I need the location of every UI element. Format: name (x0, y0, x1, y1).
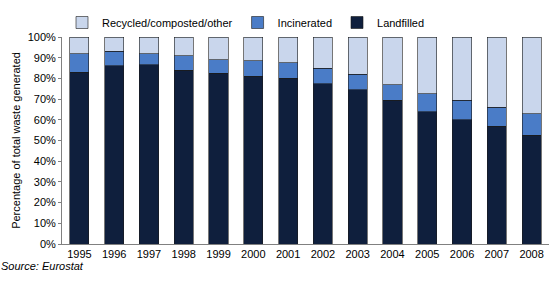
svg-text:2001: 2001 (276, 248, 300, 260)
svg-text:2007: 2007 (485, 248, 509, 260)
svg-text:2004: 2004 (380, 248, 404, 260)
svg-text:2006: 2006 (450, 248, 474, 260)
svg-text:2002: 2002 (311, 248, 335, 260)
svg-text:1998: 1998 (172, 248, 196, 260)
svg-text:1997: 1997 (137, 248, 161, 260)
svg-text:0%: 0% (40, 238, 56, 250)
svg-text:2008: 2008 (519, 248, 543, 260)
svg-text:60%: 60% (34, 114, 56, 126)
svg-text:40%: 40% (34, 155, 56, 167)
svg-text:20%: 20% (34, 196, 56, 208)
svg-text:Landfilled: Landfilled (377, 17, 424, 29)
svg-text:70%: 70% (34, 93, 56, 105)
svg-text:30%: 30% (34, 176, 56, 188)
svg-text:100%: 100% (28, 31, 56, 43)
svg-text:Source: Eurostat: Source: Eurostat (1, 260, 84, 272)
svg-text:80%: 80% (34, 72, 56, 84)
svg-text:Percentage of total waste gene: Percentage of total waste generated (10, 52, 22, 229)
svg-text:Recycled/composted/other: Recycled/composted/other (102, 17, 233, 29)
svg-text:Incinerated: Incinerated (278, 17, 332, 29)
svg-text:90%: 90% (34, 52, 56, 64)
svg-text:1996: 1996 (102, 248, 126, 260)
svg-text:2003: 2003 (345, 248, 369, 260)
svg-text:2005: 2005 (415, 248, 439, 260)
svg-text:2000: 2000 (241, 248, 265, 260)
svg-text:10%: 10% (34, 217, 56, 229)
svg-text:1995: 1995 (67, 248, 91, 260)
svg-text:1999: 1999 (206, 248, 230, 260)
svg-text:50%: 50% (34, 134, 56, 146)
